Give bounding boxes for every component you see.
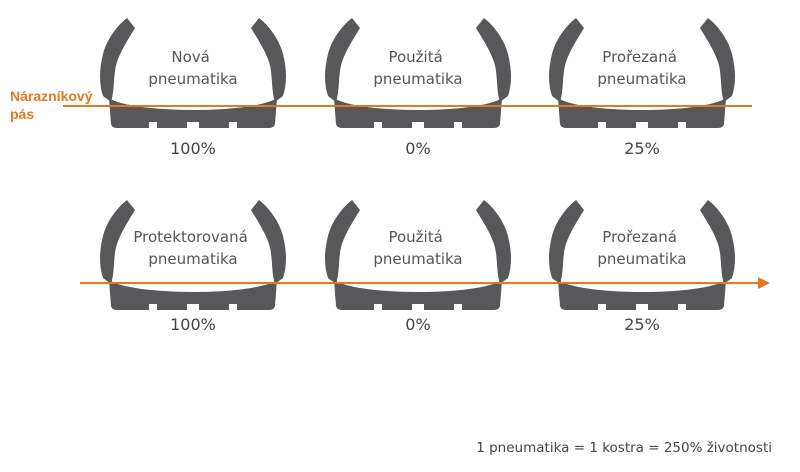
tyre-label: Protektorovaná pneumatika [133,228,252,268]
tyre-percent: 25% [624,139,660,158]
tyre-percent: 25% [624,315,660,334]
belt-label: Nárazníkový pás [10,88,96,122]
footnote: 1 pneumatika = 1 kostra = 250% životnost… [476,440,772,456]
tyre-percent: 100% [170,139,216,158]
tyre-label: Prořezaná pneumatika [597,228,686,268]
tyre-label: Použitá pneumatika [373,48,462,88]
tyre-label: Použitá pneumatika [373,228,462,268]
tyre-percent: 100% [170,315,216,334]
arrow-right-icon [758,277,770,289]
tyre-label: Nová pneumatika [148,48,237,88]
tyre-label: Prořezaná pneumatika [597,48,686,88]
tyre-percent: 0% [405,139,430,158]
tyre-percent: 0% [405,315,430,334]
